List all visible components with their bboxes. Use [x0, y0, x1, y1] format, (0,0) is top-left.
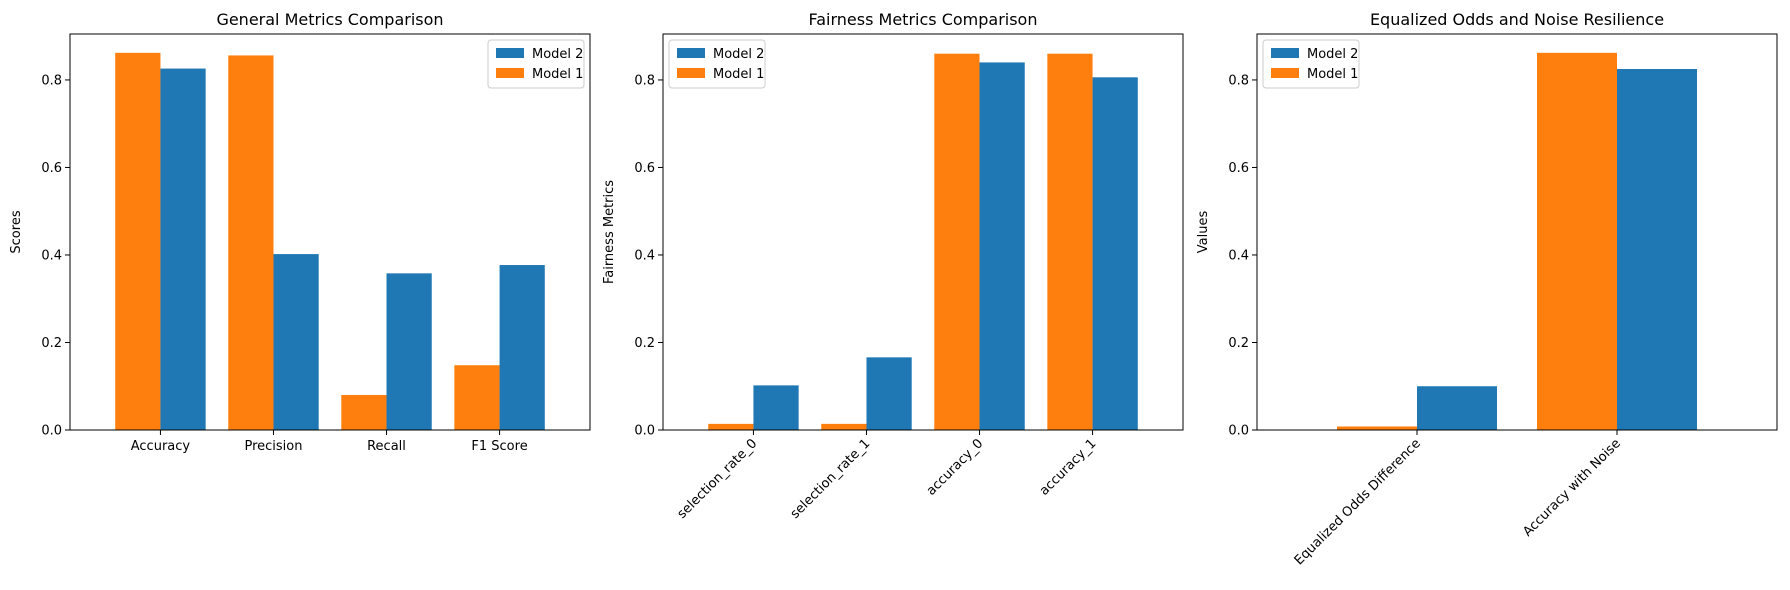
y-tick-label: 0.8 — [634, 73, 655, 88]
x-tick-label: Accuracy — [131, 439, 191, 454]
legend-label: Model 1 — [532, 67, 583, 82]
bar-model-2-3 — [1092, 77, 1138, 430]
chart-fairness-metrics: 0.0 0.2 0.4 0.6 0.8 selection_rate_0 selection… — [602, 10, 1184, 522]
y-tick-label: 0.6 — [1228, 161, 1249, 176]
y-tick-label: 0.8 — [41, 73, 62, 88]
y-tick-label: 0.6 — [634, 161, 655, 176]
chart-title: Fairness Metrics Comparison — [809, 10, 1038, 29]
y-tick-label: 0.8 — [1228, 73, 1249, 88]
y-tick-label: 0.2 — [41, 336, 62, 351]
y-tick-label: 0.4 — [41, 248, 62, 263]
bar-model-1-1 — [1537, 52, 1617, 430]
legend-label: Model 2 — [1307, 47, 1358, 62]
y-axis-label: Scores — [9, 210, 24, 253]
bar-model-2-0 — [1417, 386, 1497, 430]
legend-swatch — [1271, 68, 1299, 78]
legend: Model 2 Model 1 — [668, 39, 766, 89]
bar-model-1-3 — [1047, 53, 1093, 430]
legend-swatch — [677, 68, 705, 78]
y-tick-label: 0.2 — [1228, 336, 1249, 351]
y-tick-label: 0.6 — [41, 161, 62, 176]
y-tick-label: 0.4 — [634, 248, 655, 263]
legend-label: Model 2 — [532, 47, 583, 62]
chart-title: Equalized Odds and Noise Resilience — [1370, 10, 1664, 29]
axes-frame — [1256, 33, 1778, 431]
axes-frame — [662, 33, 1184, 431]
y-tick-label: 0.0 — [634, 424, 655, 439]
legend-swatch — [1271, 48, 1299, 58]
y-tick-label: 0.0 — [41, 424, 62, 439]
bar-model-2-2 — [979, 62, 1025, 430]
bar-model-1-0 — [1337, 426, 1417, 430]
x-tick-label: Precision — [244, 439, 302, 454]
x-tick-label: accuracy_1 — [1037, 436, 1100, 499]
legend-swatch — [677, 48, 705, 58]
bar-model-1-1 — [228, 55, 274, 430]
bar-model-2-3 — [499, 265, 545, 430]
bar-model-1-2 — [934, 53, 980, 430]
chart-equalized-odds-noise: 0.0 0.2 0.4 0.6 0.8 Equalized Odds Difference… — [1196, 10, 1778, 568]
chart-general-metrics: 0.0 0.2 0.4 0.6 0.8 Accuracy Precision Recall F1… — [9, 10, 591, 454]
legend-label: Model 1 — [713, 67, 764, 82]
x-tick-label: Recall — [367, 439, 406, 454]
x-tick-label: Accuracy with Noise — [1520, 436, 1623, 539]
legend-label: Model 2 — [713, 47, 764, 62]
y-tick-label: 0.0 — [1228, 424, 1249, 439]
y-tick-label: 0.4 — [1228, 248, 1249, 263]
legend-swatch — [496, 68, 524, 78]
legend: Model 2 Model 1 — [487, 39, 585, 89]
bar-model-2-0 — [160, 68, 206, 430]
bar-model-2-1 — [866, 357, 912, 430]
bar-model-1-3 — [454, 365, 500, 430]
x-tick-label: accuracy_0 — [924, 436, 987, 499]
x-tick-label: selection_rate_1 — [788, 436, 874, 522]
bar-model-2-1 — [273, 254, 319, 430]
y-axis-label: Fairness Metrics — [602, 180, 617, 284]
y-tick-label: 0.2 — [634, 336, 655, 351]
legend-swatch — [496, 48, 524, 58]
bar-model-1-0 — [708, 423, 754, 430]
bar-model-2-0 — [753, 385, 799, 430]
x-tick-label: Equalized Odds Difference — [1292, 436, 1424, 568]
legend-label: Model 1 — [1307, 67, 1358, 82]
bar-model-2-2 — [386, 273, 432, 430]
x-tick-label: selection_rate_0 — [675, 436, 761, 522]
axes-frame — [69, 33, 591, 431]
bar-model-1-1 — [821, 423, 867, 430]
bar-model-1-2 — [341, 394, 387, 430]
y-axis-label: Values — [1196, 211, 1211, 254]
legend: Model 2 Model 1 — [1262, 39, 1360, 89]
x-tick-label: F1 Score — [471, 439, 527, 454]
chart-title: General Metrics Comparison — [216, 10, 443, 29]
bar-model-2-1 — [1617, 69, 1697, 430]
bar-model-1-0 — [115, 52, 161, 430]
